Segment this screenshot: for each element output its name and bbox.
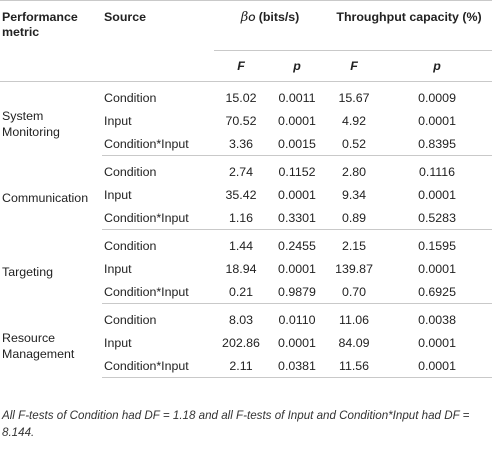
beta-p-cell: 0.0001 xyxy=(278,261,316,276)
table-row: Input 35.42 0.0001 9.34 0.0001 xyxy=(0,183,492,206)
table-row: Condition*Input 0.21 0.9879 0.70 0.6925 xyxy=(0,280,492,304)
table-row: Condition*Input 2.11 0.0381 11.56 0.0001 xyxy=(0,354,492,378)
header-performance-metric: Performance metric xyxy=(2,10,78,39)
table-row: Input 18.94 0.0001 139.87 0.0001 xyxy=(0,257,492,280)
table-row: Targeting Condition 1.44 0.2455 2.15 0.1595 xyxy=(0,230,492,280)
table-footnote: All F-tests of Condition had DF = 1.18 a… xyxy=(2,409,470,439)
tc-f-cell: 0.70 xyxy=(326,280,383,304)
table-row: Condition*Input 3.36 0.0015 0.52 0.8395 xyxy=(0,132,492,156)
tc-f-cell: 9.34 xyxy=(341,187,367,202)
beta-f-cell: 70.52 xyxy=(225,113,257,128)
header-throughput-capacity: Throughput capacity (%) xyxy=(326,0,492,51)
metric-cell: Targeting xyxy=(2,265,53,279)
header-beta-f: F xyxy=(214,50,268,82)
tc-p-cell: 0.0001 xyxy=(382,354,492,378)
source-cell: Condition*Input xyxy=(102,280,214,304)
tc-f-cell: 2.80 xyxy=(341,164,367,179)
beta-subscript: O xyxy=(248,13,256,23)
source-cell: Input xyxy=(104,187,132,202)
tc-p-cell: 0.0001 xyxy=(418,113,456,128)
beta-f-cell: 15.02 xyxy=(225,90,257,105)
table-row: Resource Management Condition 8.03 0.0110 11… xyxy=(0,304,492,362)
tc-p-cell: 0.1116 xyxy=(418,164,456,179)
beta-f-cell: 1.16 xyxy=(214,206,268,230)
table-row: Input 70.52 0.0001 4.92 0.0001 xyxy=(0,109,492,132)
beta-f-cell: 2.11 xyxy=(214,354,268,378)
beta-f-cell: 18.94 xyxy=(225,261,257,276)
header-row-2: F p F p xyxy=(0,50,492,82)
table-row: System Monitoring Condition 15.02 0.0011 15.… xyxy=(0,82,492,140)
header-beta-p: p xyxy=(268,50,327,82)
source-cell: Condition xyxy=(104,312,157,327)
beta-f-cell: 0.21 xyxy=(214,280,268,304)
metric-cell: System Monitoring xyxy=(2,109,60,140)
header-source: Source xyxy=(104,10,147,24)
tc-p-cell: 0.5283 xyxy=(382,206,492,230)
table-row: Condition*Input 1.16 0.3301 0.89 0.5283 xyxy=(0,206,492,230)
source-cell: Condition*Input xyxy=(102,354,214,378)
metric-cell: Communication xyxy=(2,191,89,205)
source-cell: Condition xyxy=(104,90,157,105)
results-table: Performance metric Source βO (bits/s) Th… xyxy=(0,0,492,378)
tc-p-cell: 0.1595 xyxy=(418,238,456,253)
source-cell: Condition xyxy=(104,164,157,179)
beta-f-cell: 1.44 xyxy=(228,238,254,253)
beta-p-cell: 0.0001 xyxy=(278,335,316,350)
source-cell: Input xyxy=(104,113,132,128)
beta-unit: (bits/s) xyxy=(258,10,300,24)
tc-p-cell: 0.0009 xyxy=(418,90,456,105)
beta-p-cell: 0.3301 xyxy=(268,206,327,230)
beta-f-cell: 8.03 xyxy=(228,312,254,327)
beta-f-cell: 202.86 xyxy=(222,335,260,350)
source-cell: Condition*Input xyxy=(102,206,214,230)
beta-p-cell: 0.0001 xyxy=(278,187,316,202)
tc-f-cell: 84.09 xyxy=(338,335,370,350)
tc-f-cell: 11.06 xyxy=(338,312,370,327)
beta-p-cell: 0.0011 xyxy=(278,90,316,105)
tc-p-cell: 0.0001 xyxy=(418,261,456,276)
source-cell: Condition*Input xyxy=(102,132,214,156)
tc-f-cell: 11.56 xyxy=(326,354,383,378)
beta-p-cell: 0.0001 xyxy=(278,113,316,128)
beta-p-cell: 0.9879 xyxy=(268,280,327,304)
beta-p-cell: 0.1152 xyxy=(278,164,316,179)
beta-p-cell: 0.0110 xyxy=(278,312,316,327)
beta-p-cell: 0.0381 xyxy=(268,354,327,378)
tc-p-cell: 0.8395 xyxy=(382,132,492,156)
header-beta-o: βO (bits/s) xyxy=(214,0,327,51)
header-tc-f: F xyxy=(326,50,383,82)
tc-f-cell: 2.15 xyxy=(341,238,367,253)
header-tc-p: p xyxy=(382,50,492,82)
source-cell: Condition xyxy=(104,238,157,253)
beta-p-cell: 0.2455 xyxy=(278,238,316,253)
beta-symbol: β xyxy=(240,10,249,25)
beta-f-cell: 35.42 xyxy=(225,187,257,202)
table-row: Communication Condition 2.74 0.1152 2.80 0.11… xyxy=(0,156,492,206)
header-row-1: Performance metric Source βO (bits/s) Th… xyxy=(0,0,492,51)
tc-p-cell: 0.0038 xyxy=(418,312,456,327)
tc-f-cell: 15.67 xyxy=(338,90,370,105)
tc-f-cell: 0.52 xyxy=(326,132,383,156)
beta-p-cell: 0.0015 xyxy=(268,132,327,156)
source-cell: Input xyxy=(104,335,132,350)
tc-p-cell: 0.6925 xyxy=(382,280,492,304)
tc-f-cell: 0.89 xyxy=(326,206,383,230)
metric-cell: Resource Management xyxy=(2,331,75,361)
beta-f-cell: 3.36 xyxy=(214,132,268,156)
tc-f-cell: 4.92 xyxy=(341,113,367,128)
table-row: Input 202.86 0.0001 84.09 0.0001 xyxy=(0,331,492,354)
beta-f-cell: 2.74 xyxy=(228,164,254,179)
tc-f-cell: 139.87 xyxy=(335,261,373,276)
tc-p-cell: 0.0001 xyxy=(418,335,456,350)
source-cell: Input xyxy=(104,261,132,276)
tc-p-cell: 0.0001 xyxy=(418,187,456,202)
